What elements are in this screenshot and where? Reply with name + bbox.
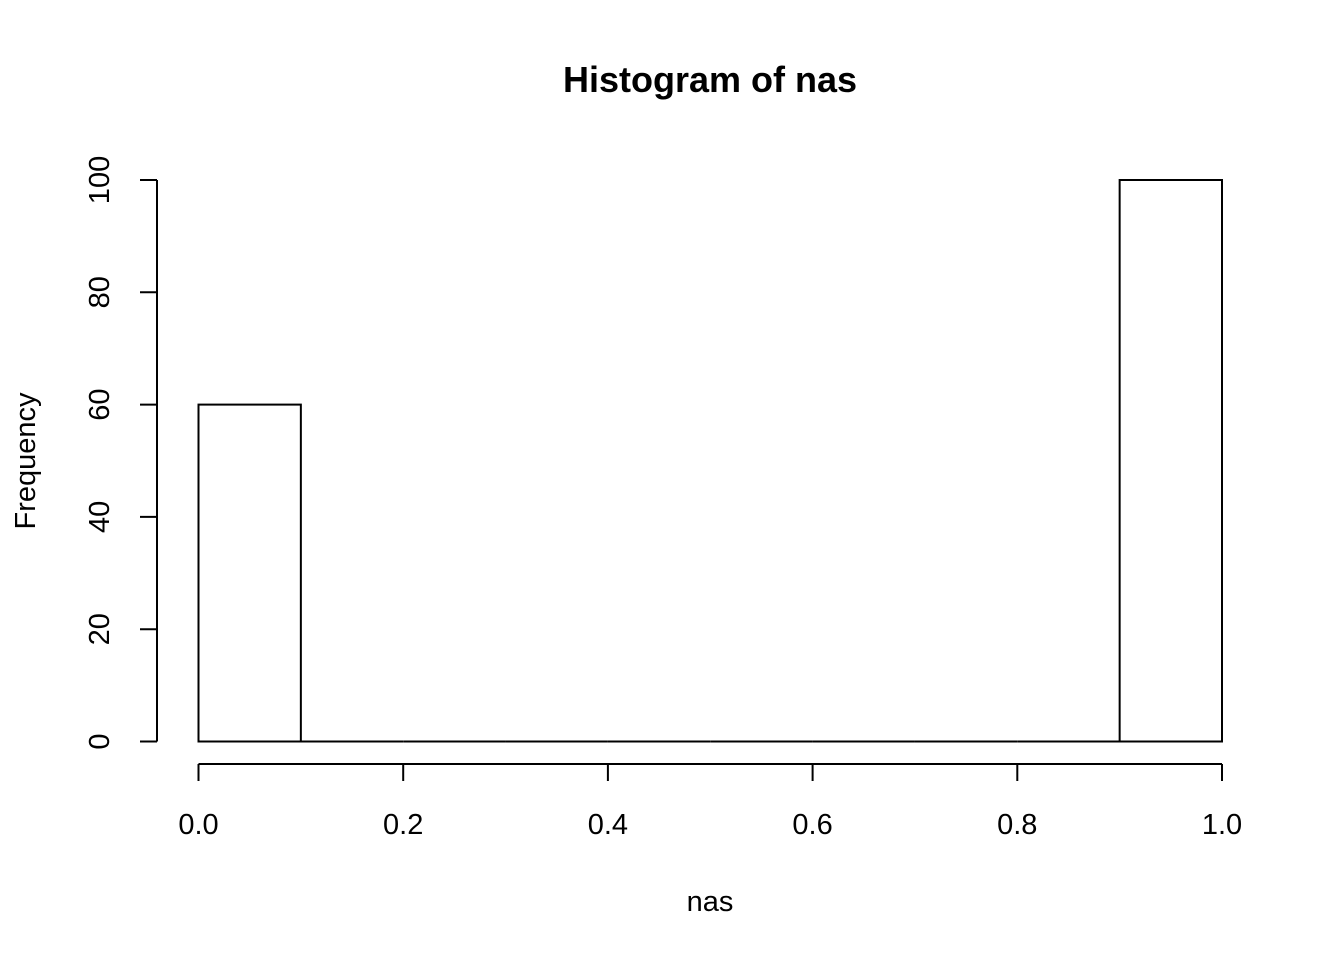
y-tick-label: 20 xyxy=(84,613,116,645)
x-tick-label: 0.4 xyxy=(588,809,628,841)
y-tick-label: 0 xyxy=(84,733,116,749)
y-tick-label: 100 xyxy=(84,156,116,204)
y-axis-label: Frequency xyxy=(10,392,42,530)
chart-title: Histogram of nas xyxy=(563,59,857,100)
y-tick-label: 60 xyxy=(84,388,116,420)
x-tick-label: 0.8 xyxy=(997,809,1037,841)
y-tick-label: 40 xyxy=(84,501,116,533)
x-tick-label: 0.0 xyxy=(178,809,218,841)
x-axis: 0.0 0.2 0.4 0.6 0.8 1.0 xyxy=(178,763,1242,841)
histogram-bar xyxy=(1118,179,1224,743)
bars-group xyxy=(197,179,1224,743)
x-tick-label: 1.0 xyxy=(1202,809,1242,841)
histogram-bar xyxy=(197,403,302,743)
y-axis: 0 20 40 60 80 100 xyxy=(84,156,158,750)
x-axis-label: nas xyxy=(687,886,734,918)
y-tick-label: 80 xyxy=(84,276,116,308)
x-tick-label: 0.2 xyxy=(383,809,423,841)
x-tick-label: 0.6 xyxy=(792,809,832,841)
